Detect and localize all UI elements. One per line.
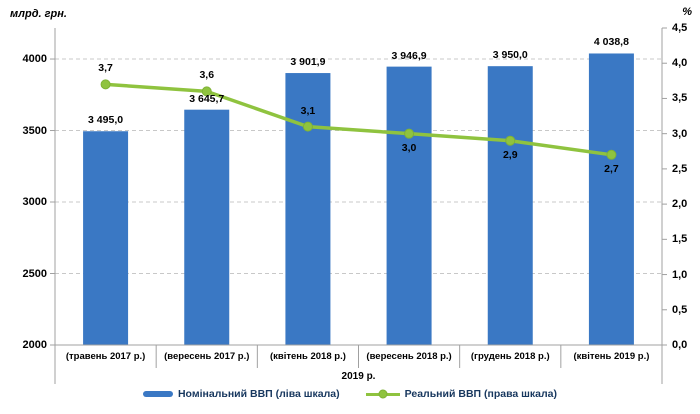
bar-2 — [184, 109, 230, 345]
right-axis-tick-label: 3,5 — [672, 92, 688, 105]
category-label: (вересень 2017 р.) — [164, 351, 250, 362]
legend-item-real-gdp: Реальний ВВП (права шкала) — [365, 388, 558, 400]
line-marker-2 — [201, 86, 212, 97]
right-axis-tick-label: 2,5 — [672, 162, 688, 175]
right-axis-tick-label: 0,0 — [672, 339, 688, 351]
line-marker-3 — [302, 121, 313, 132]
left-axis-tick-label: 2500 — [22, 267, 47, 280]
line-marker-4 — [404, 128, 415, 139]
bar-value-label: 3 950,0 — [492, 49, 528, 62]
bar-6 — [588, 53, 634, 346]
bar-value-label: 3 495,0 — [88, 114, 124, 127]
category-label: (квітень 2019 р.) — [573, 351, 650, 362]
bar-value-label: 3 645,7 — [189, 92, 225, 105]
line-marker-1 — [100, 79, 111, 90]
bar-1 — [83, 131, 129, 345]
category-label: (квітень 2018 р.) — [269, 351, 346, 362]
bar-value-label: 3 946,9 — [391, 49, 427, 62]
right-axis-title: % — [682, 6, 692, 18]
legend: Номінальний ВВП (ліва шкала) Реальний ВВ… — [0, 388, 700, 400]
category-label: (грудень 2018 р.) — [470, 351, 550, 362]
x-axis-title: 2019 р. — [341, 371, 376, 382]
left-axis-title: млрд. грн. — [10, 8, 67, 20]
legend-item-nominal-gdp: Номінальний ВВП (ліва шкала) — [142, 388, 340, 400]
real-gdp-line — [105, 82, 612, 157]
right-axis-tick-label: 4,5 — [672, 22, 688, 34]
line-value-label: 3,7 — [98, 62, 113, 75]
left-axis-tick-label: 2000 — [22, 339, 47, 351]
line-series-swatch-icon — [365, 389, 400, 399]
right-axis-tick-label: 0,5 — [672, 303, 688, 316]
bar-value-label: 3 901,9 — [290, 56, 326, 69]
bar-3 — [285, 73, 331, 345]
line-marker-5 — [505, 135, 516, 146]
left-axis-tick-label: 3500 — [22, 124, 47, 137]
line-marker-6 — [606, 149, 617, 160]
line-value-label: 3,0 — [401, 141, 417, 154]
category-label: (травень 2017 р.) — [65, 351, 146, 362]
bar-series-swatch-icon — [142, 391, 173, 397]
right-axis-tick-label: 4,0 — [672, 57, 688, 70]
bar-value-label: 4 038,8 — [593, 36, 629, 49]
line-value-label: 2,9 — [502, 148, 518, 161]
left-axis-tick-label: 3000 — [22, 196, 47, 208]
line-value-label: 3,1 — [300, 104, 316, 117]
right-axis-tick-label: 1,5 — [672, 233, 688, 246]
left-axis-tick-label: 4000 — [22, 53, 47, 66]
right-axis-tick-label: 1,0 — [672, 268, 688, 281]
bar-5 — [487, 66, 533, 345]
right-axis-tick-label: 2,0 — [672, 198, 688, 211]
bar-4 — [386, 66, 432, 346]
legend-label-real-gdp: Реальний ВВП (права шкала) — [404, 388, 558, 400]
line-value-label: 2,7 — [604, 162, 619, 175]
line-value-label: 3,6 — [199, 69, 215, 82]
legend-label-nominal-gdp: Номінальний ВВП (ліва шкала) — [177, 388, 340, 400]
right-axis-tick-label: 3,0 — [672, 127, 688, 140]
category-label: (вересень 2018 р.) — [366, 351, 452, 362]
